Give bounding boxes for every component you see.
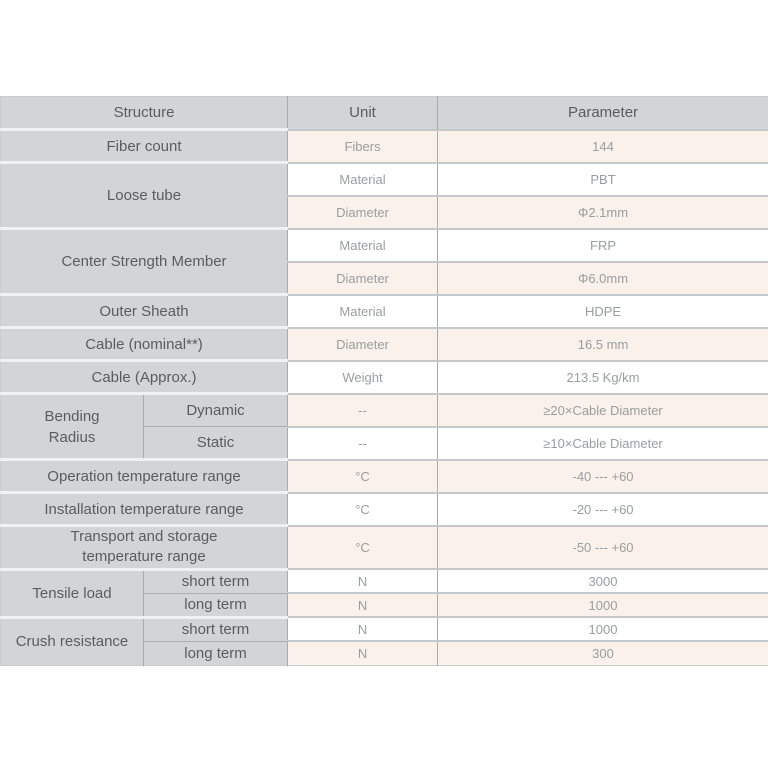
cell-structure: Cable (nominal**) — [0, 326, 288, 361]
cell-parameter: 300 — [437, 640, 768, 665]
cell-structure: Outer Sheath — [0, 293, 288, 328]
cell-structure: Loose tube — [0, 161, 288, 229]
header-row: Structure Unit Parameter — [0, 96, 768, 130]
table-row: Transport and storage temperature range … — [0, 524, 768, 569]
column-header-parameter: Parameter — [437, 96, 768, 130]
table-row: Cable (nominal**) Diameter 16.5 mm — [0, 326, 768, 361]
cell-parameter: ≥20×Cable Diameter — [437, 392, 768, 427]
cell-parameter: 16.5 mm — [437, 326, 768, 361]
cell-structure: Operation temperature range — [0, 458, 288, 493]
cell-unit: °C — [287, 458, 438, 493]
column-header-structure: Structure — [0, 96, 288, 130]
cell-structure-sub: long term — [142, 592, 288, 617]
spec-table: Structure Unit Parameter Fiber count Fib… — [0, 96, 768, 666]
table-row: Diameter Φ6.0mm — [1, 260, 768, 295]
table-row: long term N 1000 — [1, 592, 768, 617]
cell-parameter: -20 --- +60 — [437, 491, 768, 526]
cell-parameter: 1000 — [437, 616, 768, 641]
cell-structure: Fiber count — [0, 128, 288, 163]
table-row: Fiber count Fibers 144 — [0, 128, 768, 163]
cell-unit: Material — [287, 227, 438, 262]
table-row: Loose tube Material PBT — [0, 161, 768, 229]
cell-unit: Material — [287, 293, 438, 328]
cell-structure-sub: short term — [142, 567, 288, 593]
cell-unit: N — [287, 640, 438, 665]
table-row: Installation temperature range °C -20 --… — [0, 491, 768, 526]
cell-parameter: -50 --- +60 — [437, 524, 768, 569]
cell-parameter: 1000 — [437, 592, 768, 617]
cell-parameter: Φ2.1mm — [437, 194, 768, 229]
table-row: long term N 300 — [1, 640, 768, 665]
cell-parameter: 3000 — [437, 568, 768, 593]
cell-parameter: 144 — [437, 128, 768, 163]
table-row: Center Strength Member Material FRP — [0, 227, 768, 295]
cell-structure-sub: Dynamic — [142, 392, 288, 427]
cell-unit: Diameter — [287, 194, 438, 229]
table-row: Operation temperature range °C -40 --- +… — [0, 458, 768, 493]
cell-structure-sub: short term — [142, 615, 288, 641]
cell-structure-sub: long term — [142, 640, 288, 665]
table-row: Crush resistance short term N 1000 — [0, 615, 768, 665]
cell-unit: Fibers — [287, 128, 438, 163]
structure-label: Transport and storage temperature range — [70, 528, 218, 566]
cell-parameter: HDPE — [437, 293, 768, 328]
cell-unit: °C — [287, 491, 438, 526]
cell-structure: Center Strength Member — [0, 227, 288, 295]
cell-unit: Material — [287, 161, 438, 196]
cell-structure: Bending Radius — [0, 392, 144, 460]
cell-structure-sub: Static — [142, 426, 288, 460]
cell-unit: N — [287, 568, 438, 593]
cell-unit: N — [287, 592, 438, 617]
table-row: Outer Sheath Material HDPE — [0, 293, 768, 328]
cell-parameter: -40 --- +60 — [437, 458, 768, 493]
cell-unit: °C — [287, 524, 438, 569]
cell-structure: Crush resistance — [0, 615, 144, 665]
table-row: Cable (Approx.) Weight 213.5 Kg/km — [0, 359, 768, 394]
table-row: Bending Radius Dynamic -- ≥20×Cable Diam… — [0, 392, 768, 460]
cell-parameter: Φ6.0mm — [437, 260, 768, 295]
structure-label: Bending Radius — [44, 407, 100, 446]
table-row: Static -- ≥10×Cable Diameter — [1, 425, 768, 460]
cell-structure: Cable (Approx.) — [0, 359, 288, 394]
cell-unit: Diameter — [287, 260, 438, 295]
cell-parameter: 213.5 Kg/km — [437, 359, 768, 394]
cell-parameter: ≥10×Cable Diameter — [437, 425, 768, 460]
cell-parameter: PBT — [437, 161, 768, 196]
cell-unit: -- — [287, 425, 438, 460]
cell-parameter: FRP — [437, 227, 768, 262]
cell-structure: Installation temperature range — [0, 491, 288, 526]
cell-unit: Weight — [287, 359, 438, 394]
table-row: Diameter Φ2.1mm — [1, 194, 768, 229]
cell-unit: Diameter — [287, 326, 438, 361]
column-header-unit: Unit — [287, 96, 438, 130]
cell-unit: -- — [287, 392, 438, 427]
table-row: Tensile load short term N 3000 — [0, 567, 768, 617]
cell-unit: N — [287, 616, 438, 641]
cell-structure: Transport and storage temperature range — [0, 524, 288, 569]
cell-structure: Tensile load — [0, 567, 144, 617]
